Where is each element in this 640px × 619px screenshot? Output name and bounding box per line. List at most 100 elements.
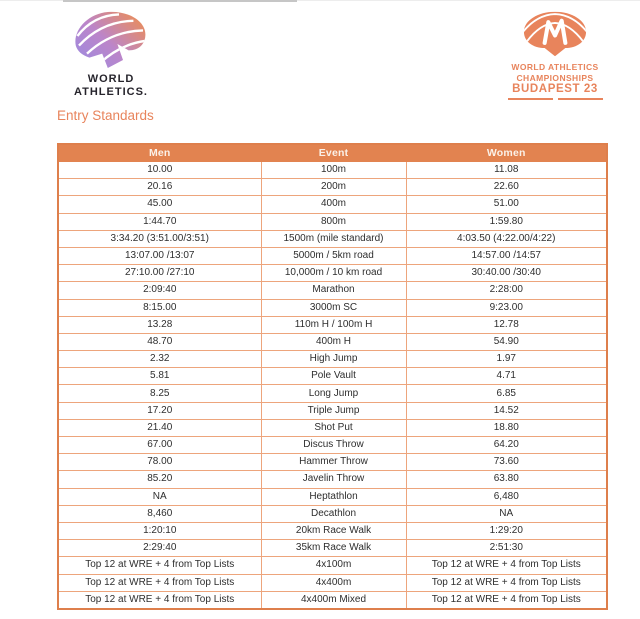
cell-event: 10,000m / 10 km road — [260, 264, 407, 283]
table-row: 13:07.00 /13:07 5000m / 5km road 14:57.00 … — [57, 246, 608, 266]
cell-event: 3000m SC — [260, 298, 407, 317]
cell-event: Long Jump — [260, 384, 407, 403]
cell-men: NA — [57, 487, 262, 506]
table-row: Top 12 at WRE + 4 from Top Lists 4x400m To… — [57, 573, 608, 592]
cell-event: 110m H / 100m H — [260, 315, 407, 334]
column-header-women: Women — [405, 143, 608, 162]
cell-women: 11.08 — [405, 160, 608, 180]
cell-event: Marathon — [260, 281, 407, 300]
table-row: 20.16 200m 22.60 — [57, 178, 608, 197]
cell-women: Top 12 at WRE + 4 from Top Lists — [405, 573, 608, 592]
wa-wordmark-line2: ATHLETICS. — [74, 86, 148, 98]
cell-men: 2:09:40 — [57, 281, 262, 300]
table-row: 2.32 High Jump 1.97 — [57, 350, 608, 369]
cell-women: NA — [405, 504, 608, 523]
cell-women: 12.78 — [405, 315, 608, 334]
cell-event: 400m H — [260, 332, 407, 352]
table-row: Top 12 at WRE + 4 from Top Lists 4x100m To… — [57, 556, 608, 575]
cell-event: Decathlon — [260, 504, 407, 523]
cell-men: 45.00 — [57, 195, 262, 214]
table-row: 21.40 Shot Put 18.80 — [57, 418, 608, 438]
budapest23-text-line3: BUDAPEST 23 — [512, 83, 598, 95]
cell-women: 64.20 — [405, 435, 608, 455]
cell-men: 2:29:40 — [57, 539, 262, 558]
table-row: 8,460 Decathlon NA — [57, 504, 608, 523]
cell-event: 100m — [260, 160, 407, 180]
cell-men: 1:44.70 — [57, 212, 262, 231]
cell-event: Javelin Throw — [260, 470, 407, 489]
cell-men: 67.00 — [57, 435, 262, 455]
cell-women: 1:59.80 — [405, 212, 608, 231]
entry-standards-table: Men Event Women 10.00 100m 11.08 20.16 200m 2… — [57, 143, 608, 610]
table-row: 2:29:40 35km Race Walk 2:51:30 — [57, 539, 608, 558]
cell-men: 78.00 — [57, 453, 262, 472]
cell-men: 2.32 — [57, 350, 262, 369]
cell-event: 20km Race Walk — [260, 521, 407, 541]
cell-women: 22.60 — [405, 178, 608, 197]
cell-women: 14:57.00 /14:57 — [405, 246, 608, 266]
cell-men: 27:10.00 /27:10 — [57, 264, 262, 283]
cell-women: 1.97 — [405, 350, 608, 369]
table-row: 67.00 Discus Throw 64.20 — [57, 435, 608, 455]
cell-women: 73.60 — [405, 453, 608, 472]
cell-event: Heptathlon — [260, 487, 407, 506]
column-header-men: Men — [57, 143, 262, 162]
page-top-edge — [0, 0, 640, 1]
table-row: 8.25 Long Jump 6.85 — [57, 384, 608, 403]
cell-women: 6.85 — [405, 384, 608, 403]
budapest23-text-line2: CHAMPIONSHIPS — [516, 72, 594, 83]
table-row: 85.20 Javelin Throw 63.80 — [57, 470, 608, 489]
cell-event: Hammer Throw — [260, 453, 407, 472]
table-row: 10.00 100m 11.08 — [57, 160, 608, 180]
cell-event: 35km Race Walk — [260, 539, 407, 558]
cell-men: Top 12 at WRE + 4 from Top Lists — [57, 556, 262, 575]
cell-event: 4x400m — [260, 573, 407, 592]
table-row: 27:10.00 /27:10 10,000m / 10 km road 30:40… — [57, 264, 608, 283]
entry-standards-tbody: 10.00 100m 11.08 20.16 200m 22.60 45.00 400m 51.… — [57, 160, 608, 610]
budapest23-underline — [501, 98, 609, 100]
table-row: 17.20 Triple Jump 14.52 — [57, 401, 608, 420]
cell-event: Triple Jump — [260, 401, 407, 420]
world-athletics-logo: WORLD ATHLETICS. — [60, 8, 162, 99]
cell-women: 63.80 — [405, 470, 608, 489]
table-header-row: Men Event Women — [57, 143, 608, 162]
cell-women: 54.90 — [405, 332, 608, 352]
table-row: 45.00 400m 51.00 — [57, 195, 608, 214]
cell-men: 21.40 — [57, 418, 262, 438]
cell-women: 1:29:20 — [405, 521, 608, 541]
cell-men: 8.25 — [57, 384, 262, 403]
cell-men: 13:07.00 /13:07 — [57, 246, 262, 266]
cell-event: High Jump — [260, 350, 407, 369]
cell-men: 13.28 — [57, 315, 262, 334]
page-top-edge-segment — [63, 0, 297, 2]
cell-men: 20.16 — [57, 178, 262, 197]
table-row: 48.70 400m H 54.90 — [57, 332, 608, 352]
table-row: Top 12 at WRE + 4 from Top Lists 4x400m M… — [57, 590, 608, 610]
cell-men: 5.81 — [57, 367, 262, 386]
cell-men: 85.20 — [57, 470, 262, 489]
cell-women: 18.80 — [405, 418, 608, 438]
cell-men: Top 12 at WRE + 4 from Top Lists — [57, 573, 262, 592]
cell-event: 4x400m Mixed — [260, 590, 407, 610]
cell-men: 3:34.20 (3:51.00/3:51) — [57, 229, 262, 248]
cell-men: 48.70 — [57, 332, 262, 352]
column-header-event: Event — [260, 143, 407, 162]
cell-women: 6,480 — [405, 487, 608, 506]
budapest23-emblem-icon — [501, 8, 609, 60]
page-title: Entry Standards — [57, 108, 154, 123]
cell-event: 5000m / 5km road — [260, 246, 407, 266]
cell-women: Top 12 at WRE + 4 from Top Lists — [405, 590, 608, 610]
cell-event: 200m — [260, 178, 407, 197]
cell-women: 51.00 — [405, 195, 608, 214]
cell-event: Discus Throw — [260, 435, 407, 455]
table-row: 5.81 Pole Vault 4.71 — [57, 367, 608, 386]
table-row: 1:20:10 20km Race Walk 1:29:20 — [57, 521, 608, 541]
table-row: 2:09:40 Marathon 2:28:00 — [57, 281, 608, 300]
cell-women: 4.71 — [405, 367, 608, 386]
cell-women: Top 12 at WRE + 4 from Top Lists — [405, 556, 608, 575]
cell-men: 8,460 — [57, 504, 262, 523]
table-row: 3:34.20 (3:51.00/3:51) 1500m (mile standa… — [57, 229, 608, 248]
table-row: 8:15.00 3000m SC 9:23.00 — [57, 298, 608, 317]
cell-event: 4x100m — [260, 556, 407, 575]
